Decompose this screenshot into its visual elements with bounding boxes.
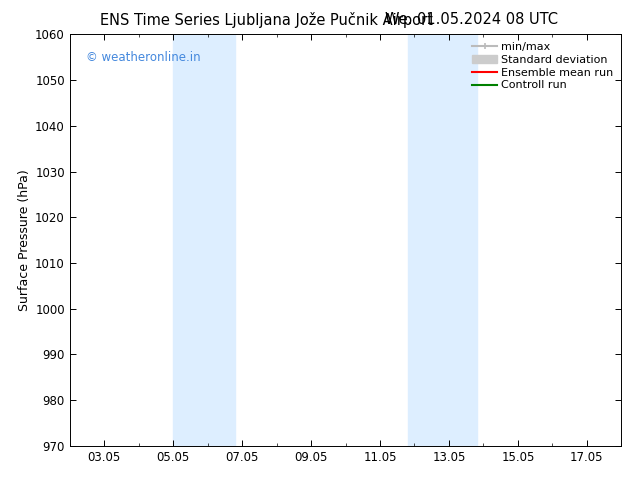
Text: We. 01.05.2024 08 UTC: We. 01.05.2024 08 UTC: [385, 12, 558, 27]
Text: ENS Time Series Ljubljana Jože Pučnik Airport: ENS Time Series Ljubljana Jože Pučnik Ai…: [100, 12, 433, 28]
Y-axis label: Surface Pressure (hPa): Surface Pressure (hPa): [18, 169, 31, 311]
Legend: min/max, Standard deviation, Ensemble mean run, Controll run: min/max, Standard deviation, Ensemble me…: [470, 40, 616, 93]
Text: © weatheronline.in: © weatheronline.in: [86, 51, 201, 64]
Bar: [173, 34, 235, 446]
Bar: [408, 34, 477, 446]
